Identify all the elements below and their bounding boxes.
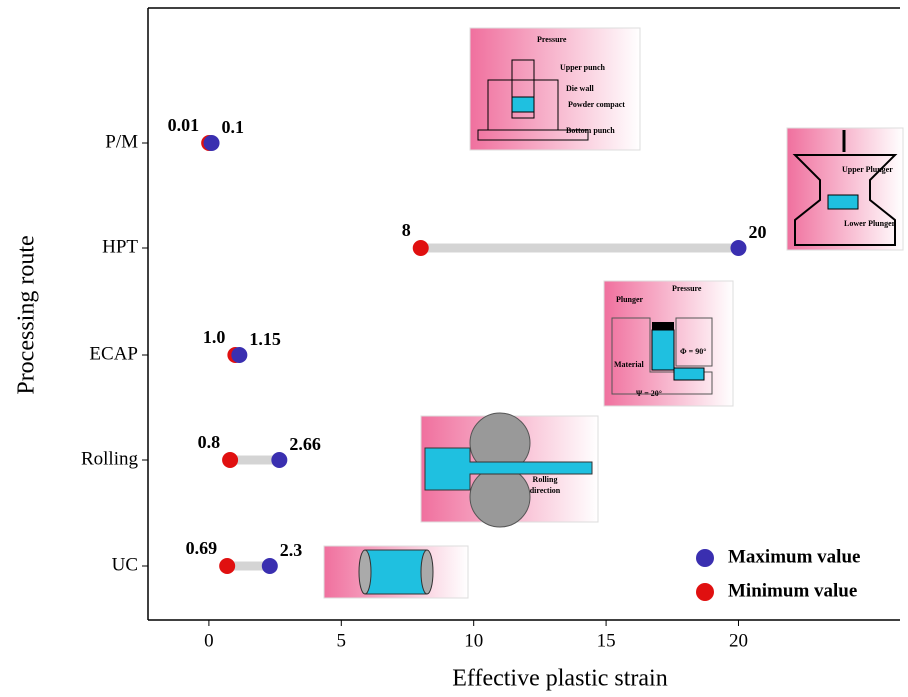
inset-label: Ψ = 20° [636, 389, 662, 398]
chart: Effective plastic strain Processing rout… [0, 0, 908, 697]
min-label: 8 [402, 220, 411, 240]
max-point [262, 558, 278, 574]
x-tick-label: 20 [729, 630, 748, 651]
inset-label: Upper Plunger [842, 165, 893, 174]
max-point [231, 347, 247, 363]
inset: Pressure Plunger Material Φ = 90° Ψ = 20° [604, 281, 733, 406]
inset-label: Pressure [672, 284, 702, 293]
max-label: 1.15 [249, 329, 281, 349]
inset-label: direction [530, 486, 561, 495]
cyl-end [359, 550, 371, 594]
inset-label: Material [614, 360, 645, 369]
min-point [222, 452, 238, 468]
inset: Pressure Upper punch Die wall Powder compac… [470, 28, 640, 150]
legend-marker [696, 549, 714, 567]
sample [828, 195, 858, 209]
max-label: 20 [748, 222, 766, 242]
max-point [204, 135, 220, 151]
y-axis-label: Processing route [14, 235, 40, 394]
page: {"chart_data": {"type": "dumbbell", "xla… [0, 0, 908, 697]
inset [324, 546, 468, 598]
y-tick-label: ECAP [89, 343, 138, 364]
max-point [271, 452, 287, 468]
y-tick-label: Rolling [81, 448, 139, 469]
y-tick-label: HPT [102, 236, 138, 257]
inset: Upper Plunger Lower Plunger [787, 128, 903, 250]
min-label: 0.69 [186, 538, 218, 558]
legend-label: Maximum value [728, 546, 860, 567]
inset-label: Lower Plunger [844, 219, 896, 228]
max-label: 2.66 [289, 434, 321, 454]
inset-label: Die wall [566, 84, 595, 93]
legend-marker [696, 583, 714, 601]
inset-label: Upper punch [560, 63, 606, 72]
min-point [413, 240, 429, 256]
inset-label: Plunger [616, 295, 644, 304]
cyl-end [421, 550, 433, 594]
material [652, 330, 674, 370]
inset: Rolling direction [421, 413, 598, 527]
min-point [219, 558, 235, 574]
min-label: 0.01 [168, 115, 200, 135]
x-tick-label: 0 [204, 630, 214, 651]
inset-label: Powder compact [568, 100, 625, 109]
x-axis-label: Effective plastic strain [452, 666, 667, 692]
cylinder [365, 550, 427, 594]
x-tick-label: 10 [464, 630, 483, 651]
min-label: 0.8 [198, 432, 221, 452]
inset-label: Φ = 90° [680, 347, 706, 356]
max-point [730, 240, 746, 256]
min-label: 1.0 [203, 327, 226, 347]
max-label: 0.1 [222, 117, 245, 137]
y-tick-label: UC [112, 554, 138, 575]
plunger [652, 322, 674, 330]
x-tick-label: 15 [597, 630, 616, 651]
roll [470, 467, 530, 527]
inset-label: Bottom punch [566, 126, 615, 135]
material-out [674, 368, 704, 380]
y-tick-label: P/M [105, 131, 138, 152]
compact [512, 97, 534, 112]
max-label: 2.3 [280, 540, 303, 560]
x-tick-label: 5 [337, 630, 347, 651]
legend-label: Minimum value [728, 580, 857, 601]
inset-label: Rolling [533, 475, 558, 484]
inset-label: Pressure [537, 35, 567, 44]
